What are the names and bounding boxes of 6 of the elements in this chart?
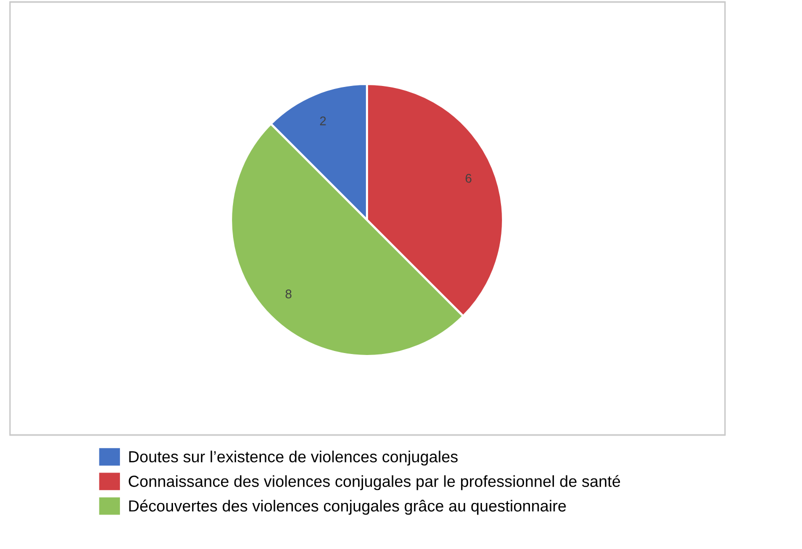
data-label: 2 [320,116,326,126]
legend-label: Doutes sur l’existence de violences conjugales [129,450,458,466]
legend-label: Connaissance des violences conjugales par le professionnel de santé [128,475,620,490]
legend-label: Découvertes des violences conjugales grâce au questionnaire [129,500,566,515]
data-label: 8 [286,290,292,298]
data-label: 6 [466,174,472,183]
